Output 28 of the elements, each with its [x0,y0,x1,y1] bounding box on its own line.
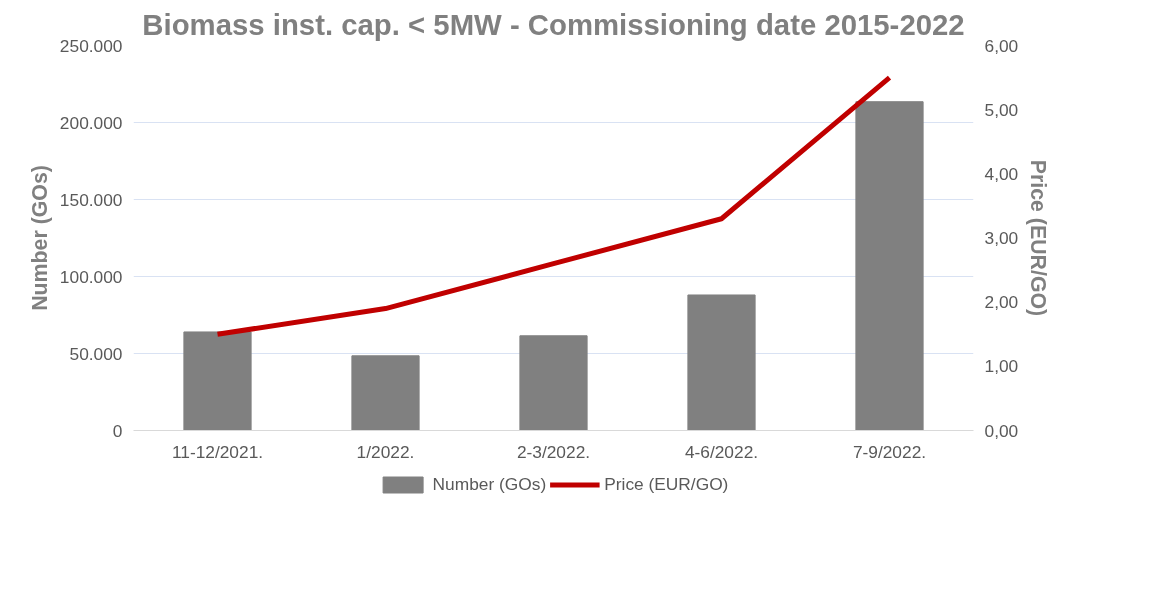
y-tick-label: 0 [112,420,123,441]
y2-tick-label: 4,00 [984,163,1019,184]
y-tick-label: 50.000 [69,343,123,364]
x-tick-label: 2-3/2022. [516,441,591,462]
y-tick-label: 200.000 [59,112,123,133]
bar [519,335,588,431]
y2-tick-label: 6,00 [984,35,1019,56]
y2-tick-label: 5,00 [984,99,1019,120]
x-tick-label: 7-9/2022. [852,441,927,462]
bar [687,294,756,431]
legend-label: Number (GOs) [432,473,547,495]
y-tick-label: 100.000 [59,266,123,287]
x-tick-label: 11-12/2021. [171,441,264,462]
y2-tick-label: 2,00 [984,292,1019,313]
y2-tick-label: 3,00 [984,228,1019,248]
bar [183,331,252,431]
x-tick-label: 1/2022. [356,441,415,462]
y2-tick-label: 1,00 [984,356,1019,377]
y-tick-label: 150.000 [59,189,123,210]
y-tick-label: 250.000 [59,35,123,56]
bar [855,101,924,431]
chart-title: Biomass inst. cap. < 5MW - Commissioning date 2015-2022 [142,7,965,41]
x-tick-label: 4-6/2022. [684,441,759,462]
legend-label: Price (EUR/GO) [604,473,729,495]
y2-axis-title: Price (EUR/GO) [1026,159,1051,317]
y2-tick-label: 0,00 [984,420,1019,441]
bar [351,355,420,431]
y-axis-title: Number (GOs) [27,165,52,311]
